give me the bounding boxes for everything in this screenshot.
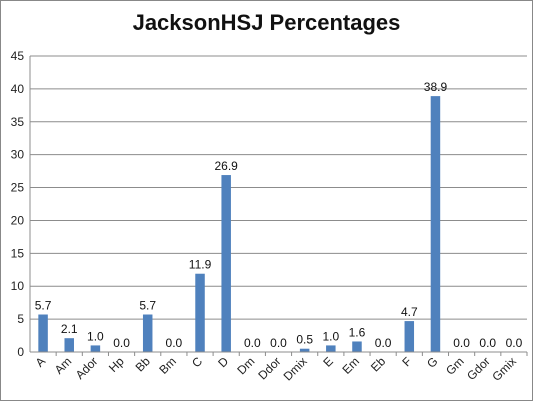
bar-a <box>38 314 48 352</box>
x-tick-label: A <box>33 354 49 370</box>
data-label-dm: 0.0 <box>244 336 261 350</box>
data-label-ddor: 0.0 <box>270 336 287 350</box>
x-tick-label: E <box>320 354 336 370</box>
bar-am <box>64 338 74 352</box>
x-tick-label: Eb <box>368 354 389 375</box>
x-tick-label: Am <box>52 354 75 377</box>
data-label-g: 38.9 <box>424 80 448 94</box>
x-tick-label: Gmix <box>489 354 519 384</box>
data-label-e: 1.0 <box>322 329 339 343</box>
x-tick-label: Bb <box>133 354 154 375</box>
y-tick-label: 25 <box>11 181 25 195</box>
y-tick-label: 45 <box>11 49 25 63</box>
bar-d <box>221 175 231 352</box>
bar-c <box>195 273 205 352</box>
y-tick-label: 0 <box>17 345 24 359</box>
data-label-bb: 5.7 <box>139 299 156 313</box>
data-label-gmix: 0.0 <box>506 336 523 350</box>
x-tick-label: Ador <box>73 354 101 382</box>
y-tick-label: 35 <box>11 115 25 129</box>
x-tick-label: Em <box>339 354 362 377</box>
data-label-bm: 0.0 <box>166 336 183 350</box>
y-tick-label: 5 <box>17 312 24 326</box>
gridlines <box>30 55 527 320</box>
y-tick-label: 30 <box>11 148 25 162</box>
axes <box>29 56 528 356</box>
data-label-em: 1.6 <box>349 325 366 339</box>
bar-e <box>326 345 336 352</box>
bar-em <box>352 341 362 352</box>
data-label-f: 4.7 <box>401 305 418 319</box>
x-tick-label: Hp <box>106 354 127 375</box>
data-label-gdor: 0.0 <box>479 336 496 350</box>
x-tick-label: Ddor <box>255 354 283 382</box>
y-tick-labels: 0 5 10 15 20 25 30 35 40 45 <box>11 49 25 359</box>
y-tick-label: 20 <box>11 213 25 227</box>
data-label-c: 11.9 <box>189 258 212 272</box>
x-tick-label: Dm <box>234 354 257 377</box>
bar-ador <box>90 345 101 352</box>
bar-f <box>404 321 415 352</box>
data-labels: 5.7 2.1 1.0 0.0 5.7 0.0 11.9 26.9 0.0 0.0 0.5 1.0 1.… <box>35 80 523 350</box>
data-label-dmix: 0.5 <box>296 333 313 347</box>
bars <box>38 96 441 352</box>
x-tick-label: Gm <box>443 354 467 378</box>
y-tick-label: 10 <box>11 279 25 293</box>
bar-g <box>430 96 441 352</box>
data-label-am: 2.1 <box>61 322 78 336</box>
y-tick-label: 40 <box>11 82 25 96</box>
x-tick-label: C <box>189 354 205 370</box>
y-tick-label: 15 <box>11 246 25 260</box>
data-label-d: 26.9 <box>215 159 239 173</box>
x-tick-label: G <box>424 354 441 371</box>
chart-title: JacksonHSJ Percentages <box>132 10 401 35</box>
x-tick-label: Gdor <box>464 354 493 383</box>
data-label-a: 5.7 <box>35 299 52 313</box>
data-label-eb: 0.0 <box>375 336 392 350</box>
bar-dmix <box>299 348 310 352</box>
x-tick-label: D <box>215 354 231 370</box>
data-label-ador: 1.0 <box>87 329 104 343</box>
data-label-hp: 0.0 <box>113 336 130 350</box>
data-label-gm: 0.0 <box>453 336 470 350</box>
bar-bb <box>142 314 153 352</box>
x-tick-label: F <box>399 354 414 369</box>
x-tick-label: Dmix <box>281 354 310 383</box>
x-tick-label: Bm <box>156 354 179 377</box>
